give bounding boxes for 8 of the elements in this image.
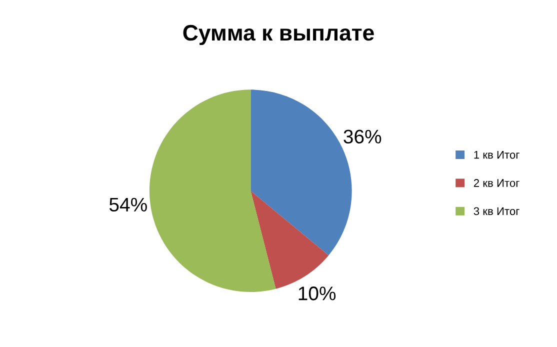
legend-label: 2 кв Итог bbox=[474, 179, 520, 187]
legend-label: 3 кв Итог bbox=[474, 207, 520, 216]
data-label: 10% bbox=[298, 286, 336, 300]
legend-label: 1 кв Итог bbox=[474, 150, 520, 159]
pie-slice bbox=[149, 90, 276, 292]
data-label: 54% bbox=[109, 198, 147, 212]
chart-title: Сумма к выплате bbox=[183, 24, 374, 46]
data-label: 36% bbox=[344, 130, 382, 144]
